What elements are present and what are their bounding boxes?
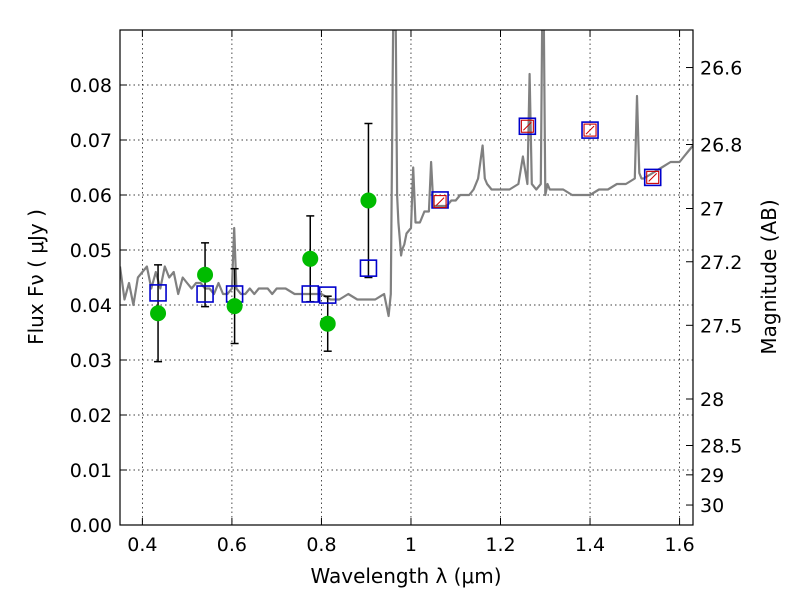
right-tick-label: 27.2 <box>700 252 742 274</box>
upper-limit-arrow <box>585 125 595 135</box>
right-tick-label: 26.8 <box>700 134 742 156</box>
right-tick-label: 27 <box>700 199 724 221</box>
model-square <box>318 286 337 304</box>
spectrum-layer <box>120 30 693 318</box>
x-tick-label: 1.6 <box>664 534 694 556</box>
right-ticks: 26.6 26.8 27 27.2 27.5 28 28.5 29 30 <box>686 58 742 517</box>
x-tick-label: 0.8 <box>306 534 336 556</box>
observed-point <box>226 298 243 315</box>
model-square <box>359 259 378 277</box>
observed-point <box>150 305 167 322</box>
right-tick-label: 30 <box>700 495 724 517</box>
x-tick-label: 1.2 <box>485 534 515 556</box>
grid <box>120 30 693 526</box>
y-axis-label: Flux Fν ( μJy ) <box>24 209 48 345</box>
observed-point <box>302 250 319 267</box>
spectrum-line <box>120 30 693 318</box>
y-tick-label: 0.03 <box>70 350 112 372</box>
observed-point <box>197 266 214 283</box>
upper-limit-box <box>433 195 447 209</box>
upper-limit-box <box>583 123 597 137</box>
right-tick-label: 28 <box>700 389 724 411</box>
y-tick-label: 0.02 <box>70 405 112 427</box>
model-square <box>643 168 662 187</box>
y-tick-label: 0.08 <box>70 75 112 97</box>
markers <box>149 117 662 332</box>
right-tick-label: 26.6 <box>700 58 742 80</box>
x-axis-label: Wavelength λ (μm) <box>310 564 501 588</box>
upper-limit-arrow <box>648 173 658 182</box>
y-ticks: 0.00 0.01 0.02 0.03 0.04 0.05 0.06 0.07 0.08 <box>70 75 127 537</box>
upper-limit-arrow <box>435 197 445 206</box>
model-square <box>149 284 167 302</box>
x-tick-label: 0.6 <box>217 534 247 556</box>
upper-limit-box <box>646 170 660 184</box>
y-tick-label: 0.06 <box>70 185 112 207</box>
y-tick-label: 0.05 <box>70 240 112 262</box>
observed-point <box>360 192 377 209</box>
right-tick-label: 28.5 <box>700 436 742 458</box>
x-tick-label: 0.4 <box>127 534 157 556</box>
observed-point <box>319 315 336 332</box>
x-ticks: 0.4 0.6 0.8 1 1.2 1.4 1.6 <box>127 30 695 556</box>
upper-limit-box <box>520 119 534 133</box>
model-square <box>301 285 320 303</box>
y-tick-label: 0.04 <box>70 295 112 317</box>
x-tick-label: 1 <box>405 534 417 556</box>
plot-frame <box>119 29 694 526</box>
y-tick-label: 0.00 <box>70 515 112 537</box>
upper-limit-arrow <box>523 121 532 131</box>
model-square <box>581 121 599 139</box>
right-axis-label: Magnitude (AB) <box>757 199 781 354</box>
y-tick-label: 0.01 <box>70 460 112 482</box>
model-square <box>518 117 537 136</box>
x-tick-label: 1.4 <box>575 534 605 556</box>
model-square <box>196 285 214 303</box>
y-tick-label: 0.07 <box>70 130 112 152</box>
right-tick-label: 29 <box>700 465 724 487</box>
right-tick-label: 27.5 <box>700 315 742 337</box>
